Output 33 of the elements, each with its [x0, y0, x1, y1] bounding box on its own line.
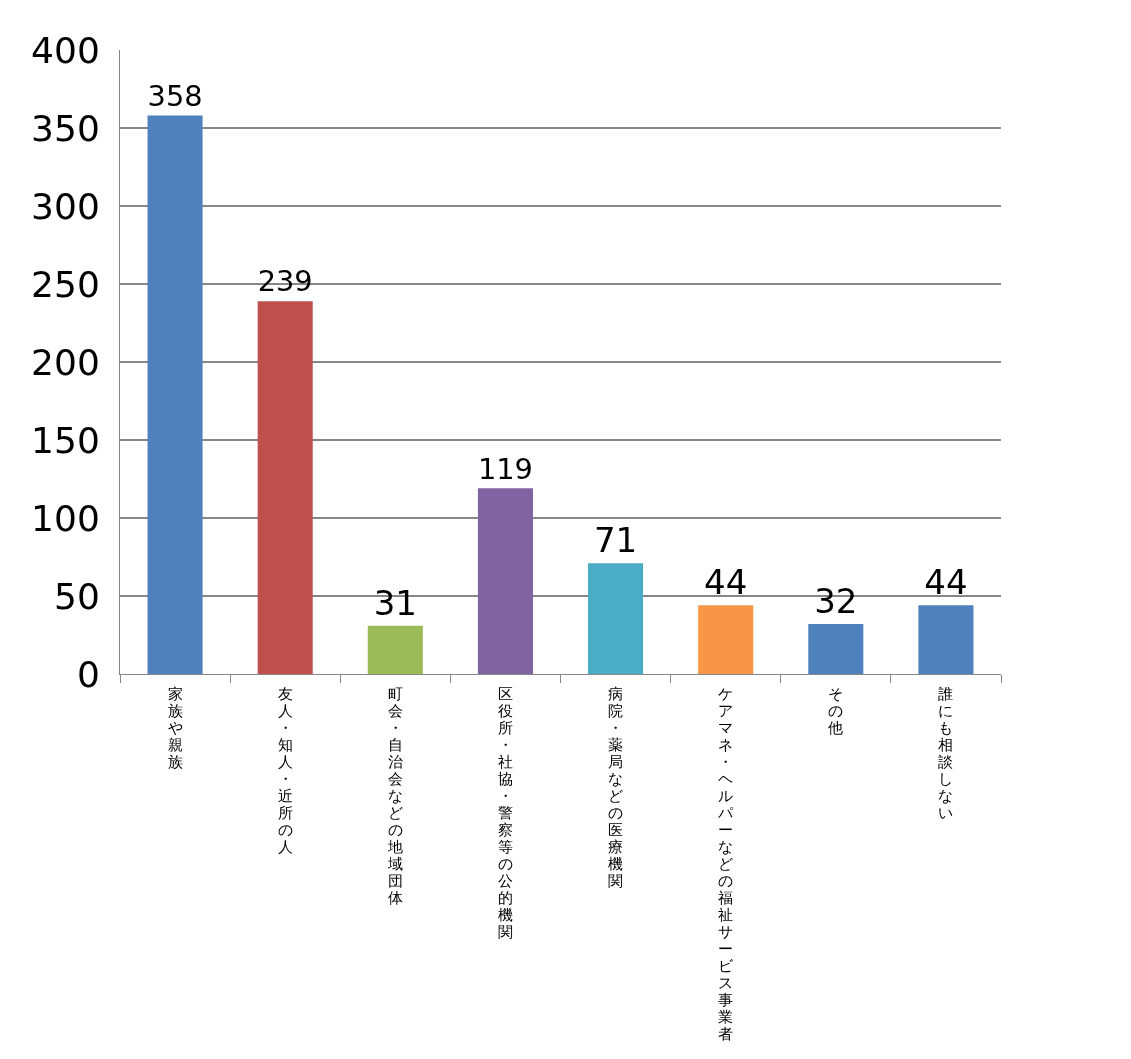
data-label: 32 [814, 581, 858, 622]
y-tick-label: 0 [76, 653, 100, 695]
y-tick-label: 200 [31, 341, 100, 383]
category-label: 区役所・社協・警察等の公的機関 [497, 685, 513, 941]
x-tick-label: 誰にも相談しない [938, 685, 954, 822]
bar [257, 301, 313, 674]
bar [367, 625, 423, 674]
data-label: 44 [924, 562, 968, 603]
data-label: 31 [373, 582, 417, 623]
category-label: 病院・薬局などの医療機関 [608, 685, 624, 890]
bar [698, 605, 754, 674]
category-label: ケアマネ・ヘルパーなどの福祉サービス事業者 [718, 685, 734, 1043]
y-tick-label: 350 [31, 107, 100, 149]
data-label: 119 [477, 451, 533, 486]
y-tick-label: 150 [31, 419, 100, 461]
data-label: 358 [147, 78, 203, 113]
bar [477, 488, 533, 674]
y-tick-label: 100 [31, 497, 100, 539]
category-label: 友人・知人・近所の人 [277, 685, 293, 856]
x-tick-label: その他 [828, 685, 844, 737]
bar [918, 605, 974, 674]
data-label: 44 [704, 562, 748, 603]
category-label: 町会・自治会などの地域団体 [387, 685, 403, 907]
data-label: 71 [593, 520, 638, 561]
y-tick-label: 400 [31, 29, 100, 71]
bar [147, 115, 203, 674]
bar [808, 624, 864, 674]
bar [588, 563, 644, 674]
data-label: 239 [257, 264, 313, 299]
y-tick-label: 250 [31, 263, 100, 305]
y-tick-label: 50 [53, 575, 100, 617]
x-tick-label: 家族や親族 [167, 685, 183, 771]
y-tick-label: 300 [31, 185, 100, 227]
